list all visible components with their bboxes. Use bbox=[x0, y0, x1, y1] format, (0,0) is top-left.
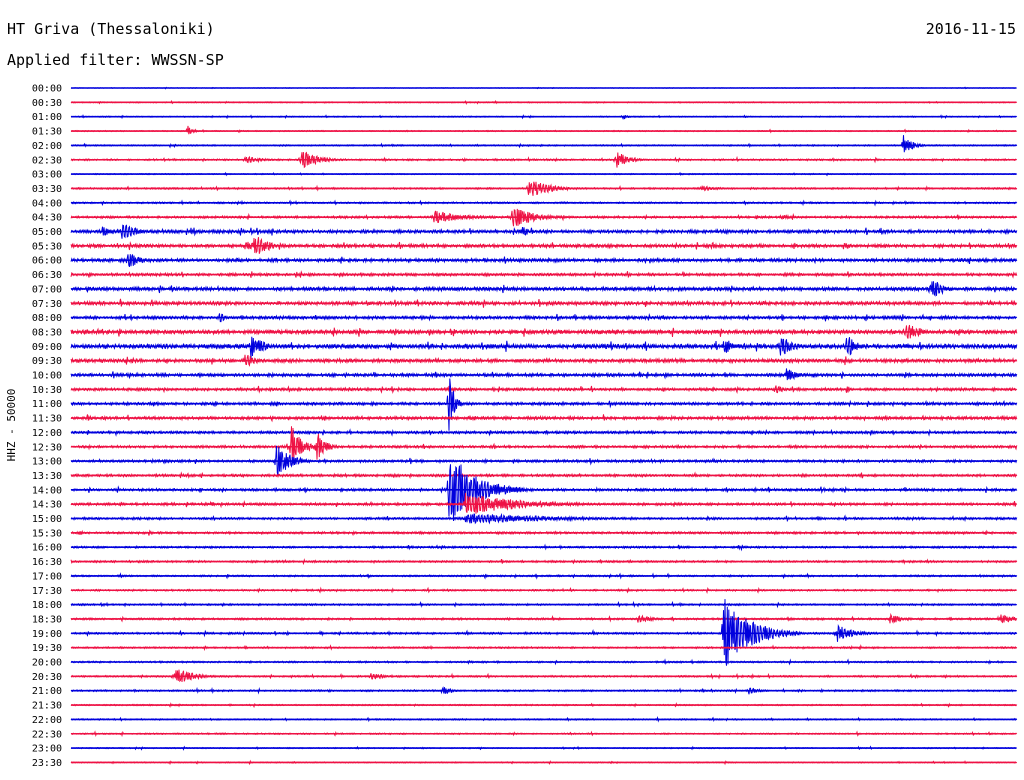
row-time-label: 01:30 bbox=[32, 127, 62, 138]
row-time-label: 00:00 bbox=[32, 84, 62, 95]
row-time-label: 07:00 bbox=[32, 284, 62, 295]
row-time-label: 15:30 bbox=[32, 528, 62, 539]
row-time-label: 18:30 bbox=[32, 614, 62, 625]
y-axis-label: HHZ - 50000 bbox=[5, 389, 18, 462]
row-time-label: 03:30 bbox=[32, 184, 62, 195]
row-time-label: 15:00 bbox=[32, 514, 62, 525]
row-time-label: 00:30 bbox=[32, 98, 62, 109]
row-time-label: 04:30 bbox=[32, 213, 62, 224]
trace-row-0130 bbox=[70, 125, 1018, 135]
row-time-label: 19:00 bbox=[32, 629, 62, 640]
row-labels: 00:00 00:30 01:00 01:30 02:00 02:30 03:00 03:30… bbox=[32, 84, 62, 769]
row-time-label: 02:00 bbox=[32, 141, 62, 152]
trace-row-1100 bbox=[70, 378, 1018, 431]
trace-row-1400 bbox=[70, 464, 1018, 522]
row-time-label: 10:30 bbox=[32, 385, 62, 396]
row-time-label: 21:00 bbox=[32, 686, 62, 697]
row-time-label: 05:00 bbox=[32, 227, 62, 238]
row-time-label: 23:30 bbox=[32, 758, 62, 769]
filter-label: Applied filter: WWSSN-SP bbox=[7, 51, 224, 69]
row-time-label: 10:00 bbox=[32, 371, 62, 382]
row-time-label: 06:00 bbox=[32, 256, 62, 267]
row-time-label: 06:30 bbox=[32, 270, 62, 281]
row-time-label: 18:00 bbox=[32, 600, 62, 611]
row-time-label: 20:30 bbox=[32, 672, 62, 683]
row-time-label: 21:30 bbox=[32, 701, 62, 712]
row-time-label: 04:00 bbox=[32, 198, 62, 209]
row-time-label: 13:00 bbox=[32, 457, 62, 468]
row-time-label: 17:30 bbox=[32, 586, 62, 597]
row-time-label: 08:00 bbox=[32, 313, 62, 324]
row-time-label: 01:00 bbox=[32, 112, 62, 123]
row-time-label: 11:00 bbox=[32, 399, 62, 410]
trace-row-1430 bbox=[70, 492, 1018, 514]
row-time-label: 22:00 bbox=[32, 715, 62, 726]
row-time-label: 02:30 bbox=[32, 155, 62, 166]
row-time-label: 05:30 bbox=[32, 241, 62, 252]
row-time-label: 11:30 bbox=[32, 414, 62, 425]
row-time-label: 16:30 bbox=[32, 557, 62, 568]
row-time-label: 14:30 bbox=[32, 500, 62, 511]
row-time-label: 03:00 bbox=[32, 170, 62, 181]
row-time-label: 07:30 bbox=[32, 299, 62, 310]
row-time-label: 12:00 bbox=[32, 428, 62, 439]
trace-row-0200 bbox=[70, 135, 1018, 153]
trace-row-0900 bbox=[70, 336, 1018, 360]
row-time-label: 20:00 bbox=[32, 658, 62, 669]
row-time-label: 23:00 bbox=[32, 744, 62, 755]
record-date: 2016-11-15 bbox=[925, 20, 1016, 38]
row-time-label: 09:30 bbox=[32, 356, 62, 367]
station-title: HT Griva (Thessaloniki) bbox=[7, 20, 215, 38]
row-time-label: 08:30 bbox=[32, 327, 62, 338]
row-time-label: 14:00 bbox=[32, 485, 62, 496]
row-time-label: 22:30 bbox=[32, 729, 62, 740]
row-time-label: 12:30 bbox=[32, 442, 62, 453]
row-time-label: 19:30 bbox=[32, 643, 62, 654]
row-time-label: 16:00 bbox=[32, 543, 62, 554]
trace-row-1900 bbox=[70, 599, 1018, 666]
row-time-label: 17:00 bbox=[32, 571, 62, 582]
row-time-label: 09:00 bbox=[32, 342, 62, 353]
row-time-label: 13:30 bbox=[32, 471, 62, 482]
seismic-traces bbox=[70, 86, 1018, 766]
